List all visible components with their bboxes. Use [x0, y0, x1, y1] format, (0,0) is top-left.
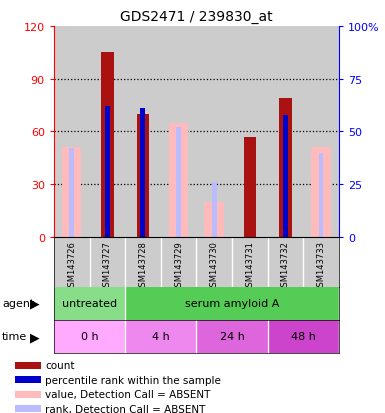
Text: rank, Detection Call = ABSENT: rank, Detection Call = ABSENT: [45, 404, 206, 413]
Bar: [268, 27, 303, 237]
Bar: [212, 183, 217, 237]
Text: 24 h: 24 h: [219, 332, 244, 342]
Text: 48 h: 48 h: [291, 332, 316, 342]
Text: untreated: untreated: [62, 299, 117, 309]
Text: GSM143729: GSM143729: [174, 240, 183, 291]
Bar: [125, 237, 161, 287]
Bar: [196, 320, 268, 353]
Bar: [268, 237, 303, 287]
Bar: [69, 149, 74, 237]
FancyBboxPatch shape: [15, 391, 41, 398]
Bar: [101, 53, 114, 237]
FancyBboxPatch shape: [15, 362, 41, 369]
Bar: [54, 320, 125, 353]
Bar: [244, 138, 256, 237]
Bar: [105, 107, 110, 237]
Bar: [303, 27, 339, 237]
Bar: [232, 27, 268, 237]
FancyBboxPatch shape: [15, 377, 41, 384]
Bar: [54, 27, 90, 237]
Text: ▶: ▶: [30, 297, 39, 310]
Bar: [62, 148, 82, 237]
Text: time: time: [2, 332, 27, 342]
Text: 4 h: 4 h: [152, 332, 170, 342]
Bar: [303, 237, 339, 287]
Text: serum amyloid A: serum amyloid A: [185, 299, 279, 309]
Text: count: count: [45, 361, 75, 370]
Text: GSM143726: GSM143726: [67, 240, 76, 291]
Bar: [176, 128, 181, 237]
Bar: [54, 287, 125, 320]
Text: percentile rank within the sample: percentile rank within the sample: [45, 375, 221, 385]
Text: GSM143727: GSM143727: [103, 240, 112, 291]
Text: GSM143731: GSM143731: [245, 240, 254, 291]
Bar: [196, 27, 232, 237]
Bar: [169, 123, 188, 237]
Bar: [268, 320, 339, 353]
Text: GSM143732: GSM143732: [281, 240, 290, 291]
FancyBboxPatch shape: [15, 406, 41, 413]
Text: GSM143733: GSM143733: [316, 240, 325, 291]
Title: GDS2471 / 239830_at: GDS2471 / 239830_at: [120, 10, 273, 24]
Bar: [204, 202, 224, 237]
Bar: [125, 27, 161, 237]
Bar: [279, 99, 291, 237]
Text: ▶: ▶: [30, 330, 39, 343]
Bar: [90, 27, 125, 237]
Bar: [232, 237, 268, 287]
Text: GSM143728: GSM143728: [139, 240, 147, 291]
Bar: [196, 237, 232, 287]
Text: GSM143730: GSM143730: [210, 240, 219, 291]
Bar: [311, 148, 331, 237]
Bar: [318, 153, 323, 237]
Bar: [125, 320, 196, 353]
Bar: [283, 115, 288, 237]
Bar: [161, 27, 196, 237]
Text: value, Detection Call = ABSENT: value, Detection Call = ABSENT: [45, 389, 211, 399]
Bar: [125, 287, 339, 320]
Text: agent: agent: [2, 299, 34, 309]
Bar: [137, 114, 149, 237]
Bar: [161, 237, 196, 287]
Bar: [54, 237, 90, 287]
Bar: [90, 237, 125, 287]
Text: 0 h: 0 h: [81, 332, 98, 342]
Bar: [141, 109, 146, 237]
